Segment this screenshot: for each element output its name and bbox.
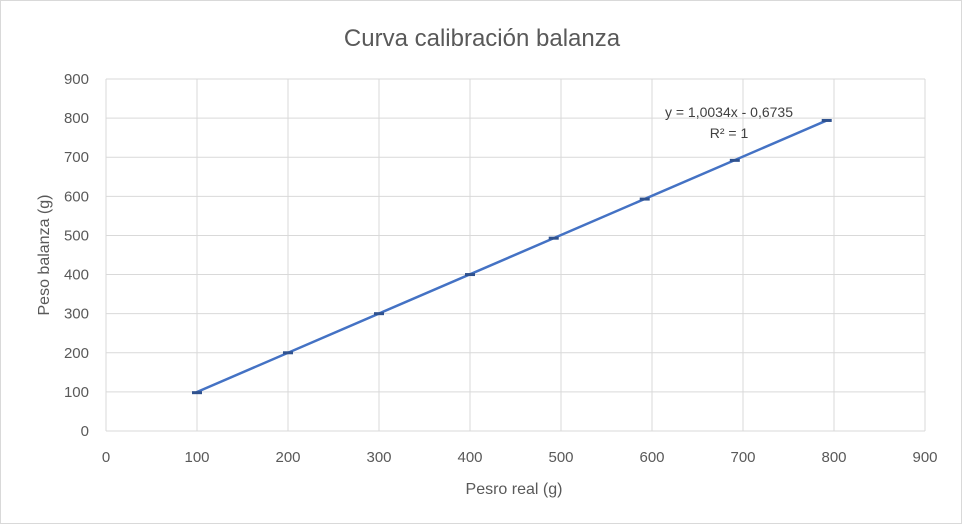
x-tick-label: 200 [275,449,300,466]
data-point [821,118,832,122]
data-point [283,351,293,355]
data-point [729,158,740,162]
y-tick-label: 800 [64,110,89,127]
grid [105,78,926,432]
x-axis-ticks: 0 100 200 300 400 500 600 700 800 900 [102,449,938,466]
trendline-r2: R² = 1 [710,125,749,141]
trendline-equation: y = 1,0034x - 0,6735 [665,104,793,120]
x-tick-label: 900 [912,449,937,466]
y-tick-label: 0 [81,423,89,440]
y-tick-label: 600 [64,188,89,205]
y-tick-label: 900 [64,71,89,88]
x-tick-label: 800 [821,449,846,466]
x-tick-label: 600 [639,449,664,466]
x-tick-label: 700 [730,449,755,466]
x-tick-label: 400 [457,449,482,466]
x-tick-label: 300 [366,449,391,466]
trendline-group [195,119,828,394]
chart-title: Curva calibración balanza [344,25,621,52]
y-axis-ticks: 0 100 200 300 400 500 600 700 800 900 [64,71,89,440]
trendline [195,119,828,394]
data-point [639,197,650,201]
x-tick-label: 100 [184,449,209,466]
y-tick-label: 300 [64,306,89,323]
y-tick-label: 500 [64,227,89,244]
y-axis-title: Peso balanza (g) [36,195,53,316]
data-point [548,236,559,240]
data-point [465,273,475,277]
data-points [192,118,832,395]
y-tick-label: 700 [64,149,89,166]
y-tick-label: 200 [64,345,89,362]
x-tick-label: 500 [548,449,573,466]
x-tick-label: 0 [102,449,110,466]
y-tick-label: 100 [64,384,89,401]
data-point [374,312,384,316]
y-tick-label: 400 [64,267,89,284]
x-axis-title: Pesro real (g) [466,481,563,498]
data-point [192,391,202,395]
